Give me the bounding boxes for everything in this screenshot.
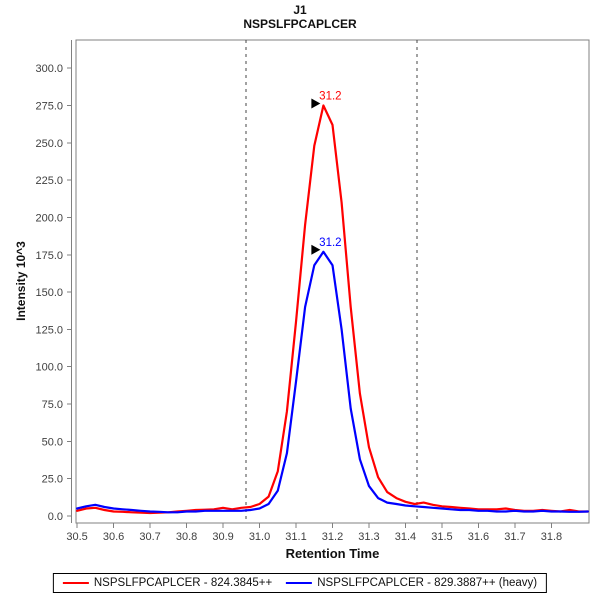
x-axis-tick-label: 30.9 (212, 531, 233, 543)
peak-annotation-label-light: 31.2 (319, 91, 341, 103)
legend-item-heavy: NSPSLFPCAPLCER - 829.3887++ (heavy) (286, 577, 537, 589)
y-axis-tick-label: 200.0 (35, 212, 63, 224)
y-axis-tick-label: 0.0 (48, 511, 63, 523)
y-axis-tick-label: 225.0 (35, 175, 63, 187)
x-axis-tick-label: 30.6 (103, 531, 124, 543)
y-axis-tick-label: 175.0 (35, 250, 63, 262)
y-axis-tick-label: 275.0 (35, 101, 63, 113)
peak-annotation-label-heavy: 31.2 (319, 237, 341, 249)
x-axis-tick-label: 31.3 (358, 531, 379, 543)
red-line-swatch (62, 582, 89, 584)
x-axis-tick-label: 31.6 (468, 531, 489, 543)
x-axis-tick-label: 30.5 (66, 531, 87, 543)
y-axis-tick-label: 150.0 (35, 287, 63, 299)
legend-label-heavy: NSPSLFPCAPLCER - 829.3887++ (heavy) (317, 577, 538, 589)
peak-annotation-arrow (311, 244, 321, 255)
y-axis-tick-label: 100.0 (35, 362, 63, 374)
y-axis-tick-label: 250.0 (35, 138, 63, 150)
x-axis-tick-label: 31.1 (285, 531, 306, 543)
y-axis-tick-label: 50.0 (42, 436, 63, 448)
x-axis-tick-label: 31.5 (431, 531, 452, 543)
y-axis-tick-label: 125.0 (35, 324, 63, 336)
plot-border (75, 39, 590, 524)
x-axis-tick-label: 30.7 (139, 531, 160, 543)
x-axis-tick-label: 31.4 (395, 531, 416, 543)
blue-line-swatch (286, 582, 313, 584)
y-axis-tick-label: 300.0 (35, 63, 63, 75)
x-axis-tick-label: 30.8 (176, 531, 197, 543)
title-block: J1 NSPSLFPCAPLCER (0, 3, 600, 31)
peak-annotation-arrow (311, 98, 321, 109)
x-axis-tick-label: 31.2 (322, 531, 343, 543)
legend-item-light: NSPSLFPCAPLCER - 824.3845++ (62, 577, 273, 589)
chart-title: J1 (293, 3, 307, 17)
heavy-series-line (75, 250, 590, 514)
legend: NSPSLFPCAPLCER - 824.3845++ NSPSLFPCAPLC… (52, 573, 548, 593)
x-axis-title: Retention Time (285, 546, 380, 561)
chart-subtitle: NSPSLFPCAPLCER (243, 17, 357, 31)
legend-label-light: NSPSLFPCAPLCER - 824.3845++ (93, 577, 273, 589)
y-axis-tick-label: 25.0 (42, 474, 63, 486)
x-axis-tick-label: 31.8 (541, 531, 562, 543)
y-axis-tick-label: 75.0 (42, 399, 63, 411)
light-series-line (75, 104, 590, 515)
x-axis-tick-label: 31.7 (504, 531, 525, 543)
x-axis-tick-label: 31.0 (249, 531, 270, 543)
